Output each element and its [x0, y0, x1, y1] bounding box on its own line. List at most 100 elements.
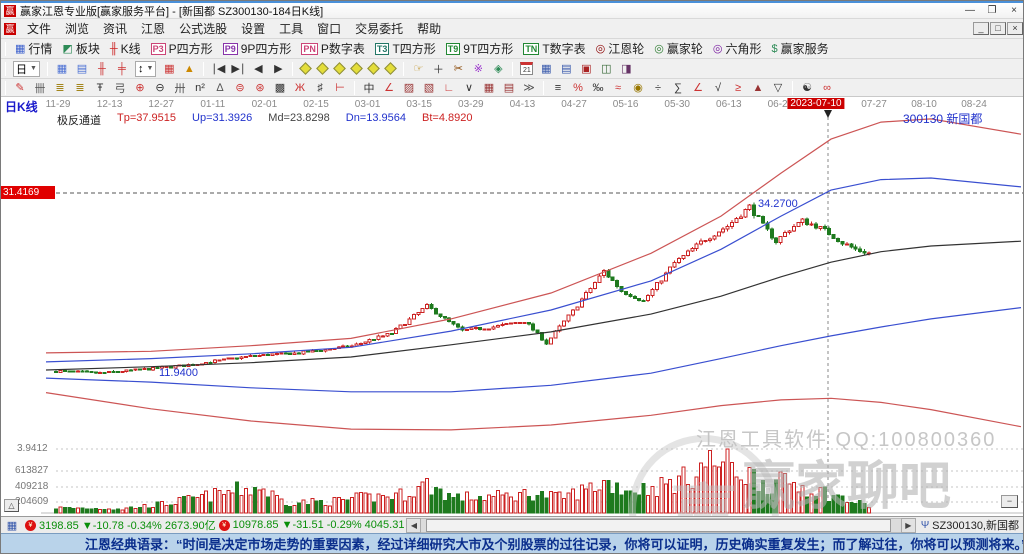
chart-area[interactable]: 日K线 11-29 12-13 12-27 01-11 02-01 02-15 03-01 0… [1, 97, 1023, 516]
mark-up-tool-icon[interactable]: ▲ [752, 81, 764, 94]
flag-icon[interactable]: ▲ [183, 62, 195, 75]
infinity-tool-icon[interactable]: ∞ [823, 81, 831, 94]
diag-shade2-tool-icon[interactable]: ▧ [423, 82, 435, 94]
gem-tool-icon[interactable]: ◈ [494, 63, 503, 75]
crosshair-tool-icon[interactable]: ＋ [432, 63, 444, 76]
gann-angle2-tool-icon[interactable]: ∠ [693, 82, 703, 94]
volume-collapse-button[interactable]: − [1001, 495, 1018, 508]
menu-item-2[interactable]: 资讯 [103, 22, 128, 36]
grid-box-tool-icon[interactable]: ▦ [483, 82, 495, 94]
p-square-button[interactable]: P3 P四方形 [146, 40, 218, 57]
horizontal-scrollbar[interactable]: ◀ ▶ [406, 517, 916, 533]
calculator-icon[interactable]: ▦ [541, 63, 552, 75]
gann-diamond-4-icon[interactable] [350, 62, 364, 75]
close-button[interactable]: × [1011, 4, 1017, 16]
mdi-restore-button[interactable]: □ [990, 22, 1006, 35]
pane-expand-button[interactable]: △ [4, 499, 19, 512]
mini-kline-icon[interactable]: ╫ [98, 62, 106, 75]
mdi-minimize-button[interactable]: _ [973, 22, 989, 35]
arc-tool-icon[interactable]: 弓 [114, 82, 126, 95]
fib-time-tool-icon[interactable]: Ŧ [96, 81, 104, 94]
gann-fan-tool-icon[interactable]: Ж [294, 81, 306, 94]
grid-lines-tool-icon[interactable]: ≣ [55, 82, 65, 94]
tally-tool-icon[interactable]: 卅 [174, 82, 186, 95]
grid-lines2-tool-icon[interactable]: ≣ [75, 82, 85, 94]
gann-wheel-button[interactable]: ◎ 江恩轮 [591, 40, 650, 57]
9t-square-button[interactable]: T9 9T四方形 [441, 40, 519, 57]
last-bar-icon[interactable]: ▶∣ [231, 63, 246, 75]
target-tool-icon[interactable]: ◉ [633, 82, 643, 94]
square-number-tool-icon[interactable]: n² [195, 81, 205, 94]
hexagon-button[interactable]: ◎ 六角形 [708, 40, 767, 57]
triangle-tool-icon[interactable]: ∆ [216, 81, 224, 94]
left-ray-tool-icon[interactable]: ⊢ [335, 82, 345, 94]
save-icon[interactable]: ▣ [581, 63, 592, 75]
menu-item-0[interactable]: 文件 [27, 22, 52, 36]
threshold-tool-icon[interactable]: ≥ [734, 81, 742, 94]
scroll-right-button[interactable]: ▶ [900, 517, 916, 533]
row-box-tool-icon[interactable]: ▤ [503, 82, 515, 94]
winner-service-button[interactable]: $ 赢家服务 [767, 40, 834, 57]
right-angle-tool-icon[interactable]: ∟ [443, 81, 455, 94]
magic-tool-icon[interactable]: ※ [473, 63, 483, 75]
print-icon[interactable]: ◫ [601, 63, 612, 75]
period-select[interactable]: 日 ▼ [13, 60, 40, 77]
report-icon[interactable]: ▤ [561, 63, 572, 75]
kline-style-icon[interactable]: ╪ [118, 62, 126, 75]
shade-box-tool-icon[interactable]: ▩ [274, 82, 286, 94]
window-tile-icon[interactable]: ▦ [56, 63, 68, 75]
circle-cross-tool-icon[interactable]: ⊕ [135, 82, 145, 94]
hline-set-tool-icon[interactable]: ≡ [554, 81, 562, 94]
restore-button[interactable]: ❐ [987, 4, 997, 16]
hand-tool-icon[interactable]: ☞ [413, 63, 424, 75]
winner-wheel-button[interactable]: ◎ 赢家轮 [649, 40, 708, 57]
percent-tool-icon[interactable]: % [573, 81, 583, 94]
menu-item-9[interactable]: 帮助 [417, 22, 442, 36]
status-grid-icon[interactable]: ▦ [6, 519, 18, 532]
sectors-button[interactable]: ◩ 板块 [57, 40, 104, 57]
quotes-button[interactable]: ▦ 行情 [10, 40, 57, 57]
sum-tool-icon[interactable]: ∑ [674, 81, 682, 94]
vee-tool-icon[interactable]: ∨ [464, 82, 474, 94]
gann-diamond-6-icon[interactable] [384, 62, 398, 75]
scrollbar-track[interactable] [421, 517, 901, 533]
red-grid-icon[interactable]: ▦ [164, 63, 175, 75]
speed-lines-tool-icon[interactable]: ≫ [523, 82, 535, 94]
kline-button[interactable]: ╫ K线 [105, 40, 146, 57]
divide-tool-icon[interactable]: ÷ [654, 81, 662, 94]
first-bar-icon[interactable]: ∣◀ [211, 63, 226, 75]
center-line-tool-icon[interactable]: 中 [363, 82, 375, 95]
gann-diamond-2-icon[interactable] [316, 62, 330, 75]
menu-item-3[interactable]: 江恩 [141, 22, 166, 36]
gann-circle-tool-icon[interactable]: ⊜ [235, 82, 245, 94]
gann-diamond-5-icon[interactable] [367, 62, 381, 75]
mdi-close-button[interactable]: × [1007, 22, 1023, 35]
scale-select[interactable]: ↕ ▼ [134, 60, 157, 77]
calendar-icon[interactable]: 21 [520, 62, 534, 75]
t-number-table-button[interactable]: TN T数字表 [518, 40, 590, 57]
menu-item-4[interactable]: 公式选股 [179, 22, 228, 36]
hatch-lines-tool-icon[interactable]: 卌 [34, 82, 46, 95]
t-square-button[interactable]: T3 T四方形 [370, 40, 441, 57]
menu-item-5[interactable]: 设置 [241, 22, 266, 36]
minimize-button[interactable]: — [965, 4, 975, 16]
9p-square-button[interactable]: P9 9P四方形 [218, 40, 297, 57]
menu-item-6[interactable]: 工具 [279, 22, 304, 36]
permille-tool-icon[interactable]: ‰ [592, 81, 604, 94]
diag-shade-tool-icon[interactable]: ▨ [403, 82, 415, 94]
p-number-table-button[interactable]: PN P数字表 [296, 40, 370, 57]
circle-minus-tool-icon[interactable]: ⊖ [155, 82, 165, 94]
gann-diamond-1-icon[interactable] [299, 62, 313, 75]
sqrt-tool-icon[interactable]: √ [714, 81, 722, 94]
menu-item-8[interactable]: 交易委托 [355, 22, 404, 36]
menu-item-7[interactable]: 窗口 [317, 22, 342, 36]
angle-tool-icon[interactable]: ∠ [384, 82, 394, 94]
wave-tool-icon[interactable]: ≈ [614, 81, 622, 94]
next-bar-icon[interactable]: ▶ [274, 63, 283, 75]
export-icon[interactable]: ◨ [621, 63, 632, 75]
measure-tool-icon[interactable]: ✂ [453, 63, 463, 75]
gann-diamond-3-icon[interactable] [333, 62, 347, 75]
yinyang-tool-icon[interactable]: ☯ [802, 82, 812, 94]
gann-star-tool-icon[interactable]: ⊛ [255, 82, 265, 94]
sharp-grid-tool-icon[interactable]: ♯ [317, 81, 323, 94]
